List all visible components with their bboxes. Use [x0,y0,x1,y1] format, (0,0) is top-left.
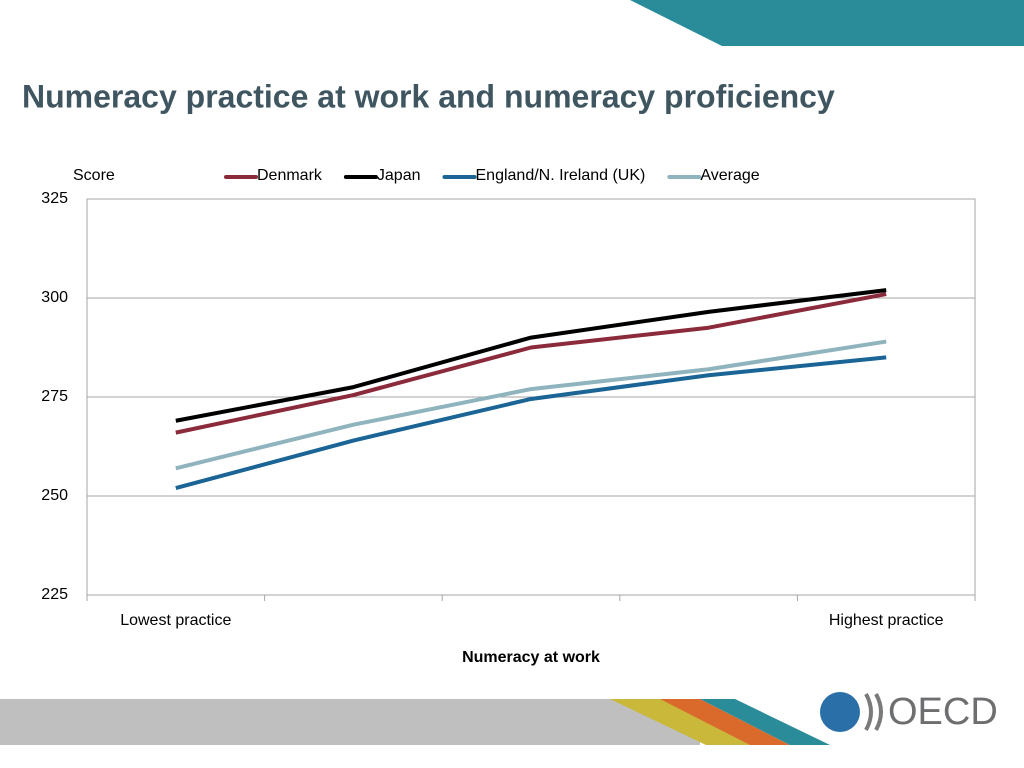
legend-label: Japan [377,167,421,184]
logo-text: OECD [888,691,998,733]
y-tick-label: 225 [41,586,68,603]
footer-stripe [700,699,830,745]
y-tick-label: 325 [41,190,68,207]
y-tick-label: 275 [41,388,68,405]
series-line [175,292,887,435]
series-line [175,288,887,423]
legend-label: Average [700,167,759,184]
footer-band [0,699,700,745]
chart-title: Numeracy practice at work and numeracy p… [22,78,835,114]
x-tick-label: Lowest practice [120,612,231,629]
y-axis-title: Score [73,167,115,184]
series-line [175,355,887,491]
logo-mark [864,693,883,731]
header-band [630,0,1024,46]
y-tick-label: 250 [41,487,68,504]
logo-globe [820,692,860,732]
footer-stripe [660,699,790,745]
footer: OECD [0,691,998,745]
legend-label: England/N. Ireland (UK) [476,167,646,184]
y-tick-label: 300 [41,289,68,306]
footer-stripe [610,699,756,745]
series-line [175,339,887,471]
legend-label: Denmark [257,167,323,184]
x-tick-label: Highest practice [829,612,944,629]
x-axis-title: Numeracy at work [462,649,600,666]
